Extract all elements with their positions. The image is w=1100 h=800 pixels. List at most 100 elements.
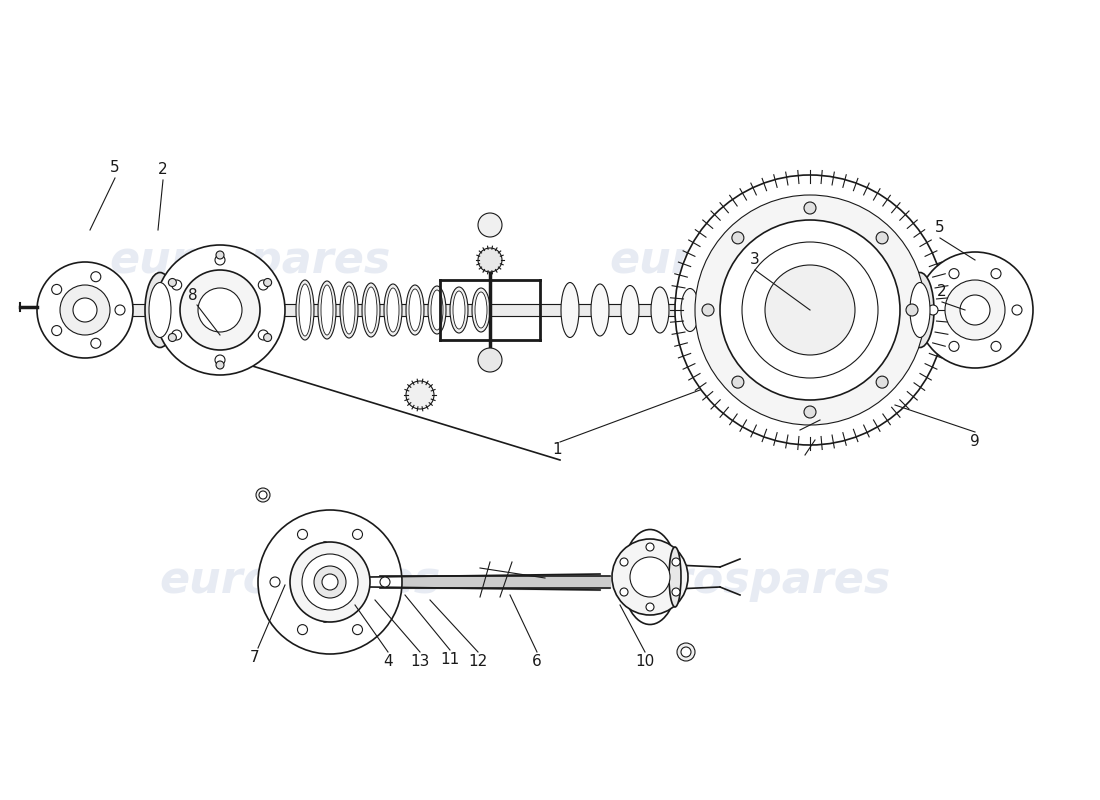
Text: 12: 12 [469, 654, 487, 670]
Circle shape [804, 202, 816, 214]
Circle shape [172, 330, 182, 340]
Text: 6: 6 [532, 654, 542, 670]
Circle shape [264, 334, 272, 342]
Ellipse shape [340, 282, 358, 338]
Circle shape [258, 330, 268, 340]
Ellipse shape [387, 288, 399, 332]
Circle shape [216, 251, 224, 259]
Circle shape [630, 557, 670, 597]
Circle shape [116, 305, 125, 315]
Text: 8: 8 [188, 287, 198, 302]
Text: 5: 5 [110, 161, 120, 175]
Circle shape [1012, 305, 1022, 315]
Circle shape [91, 272, 101, 282]
Circle shape [290, 542, 370, 622]
Circle shape [620, 588, 628, 596]
Text: 3: 3 [750, 253, 760, 267]
Ellipse shape [910, 282, 930, 338]
Circle shape [155, 245, 285, 375]
Circle shape [297, 625, 308, 634]
Ellipse shape [318, 281, 336, 339]
Text: 1: 1 [552, 442, 562, 458]
Circle shape [676, 643, 695, 661]
Ellipse shape [365, 287, 377, 333]
Ellipse shape [669, 547, 681, 607]
Circle shape [646, 543, 654, 551]
Circle shape [258, 510, 402, 654]
Circle shape [60, 285, 110, 335]
Circle shape [91, 338, 101, 348]
Ellipse shape [145, 273, 175, 347]
Circle shape [73, 298, 97, 322]
Ellipse shape [306, 539, 324, 625]
Text: 5: 5 [935, 221, 945, 235]
Circle shape [681, 647, 691, 657]
Circle shape [732, 232, 744, 244]
Circle shape [258, 491, 267, 499]
Text: 2: 2 [158, 162, 168, 178]
Circle shape [180, 270, 260, 350]
Circle shape [198, 288, 242, 332]
Ellipse shape [472, 288, 490, 332]
Circle shape [478, 248, 502, 272]
Circle shape [314, 566, 346, 598]
Circle shape [675, 175, 945, 445]
Text: 11: 11 [440, 653, 460, 667]
Ellipse shape [561, 282, 579, 338]
Circle shape [949, 269, 959, 278]
Circle shape [216, 361, 224, 369]
Text: 10: 10 [636, 654, 654, 670]
Circle shape [702, 304, 714, 316]
Circle shape [906, 304, 918, 316]
Circle shape [352, 530, 363, 539]
Circle shape [406, 381, 434, 409]
Text: eurospares: eurospares [609, 558, 891, 602]
Circle shape [297, 530, 308, 539]
Text: 7: 7 [250, 650, 260, 665]
Text: eurospares: eurospares [160, 558, 441, 602]
Ellipse shape [296, 280, 314, 340]
Circle shape [322, 574, 338, 590]
Ellipse shape [315, 542, 336, 622]
Ellipse shape [681, 289, 698, 331]
Text: 13: 13 [410, 654, 430, 670]
Circle shape [620, 558, 628, 566]
Circle shape [214, 355, 225, 365]
Circle shape [256, 488, 270, 502]
Circle shape [646, 603, 654, 611]
Text: 4: 4 [383, 654, 393, 670]
Circle shape [672, 558, 680, 566]
Ellipse shape [453, 291, 465, 329]
Ellipse shape [906, 273, 934, 347]
Circle shape [928, 305, 938, 315]
Circle shape [804, 406, 816, 418]
Ellipse shape [362, 283, 380, 337]
Ellipse shape [428, 286, 446, 334]
Text: eurospares: eurospares [609, 238, 891, 282]
Text: 9: 9 [970, 434, 980, 450]
Ellipse shape [299, 284, 311, 336]
Circle shape [742, 242, 878, 378]
Ellipse shape [651, 287, 669, 333]
Circle shape [52, 285, 62, 294]
Circle shape [478, 348, 502, 372]
Circle shape [168, 278, 176, 286]
Ellipse shape [591, 284, 609, 336]
Circle shape [945, 280, 1005, 340]
Circle shape [264, 278, 272, 286]
Ellipse shape [406, 285, 424, 335]
Ellipse shape [321, 285, 333, 335]
Ellipse shape [475, 292, 487, 328]
Circle shape [379, 577, 390, 587]
Ellipse shape [409, 289, 421, 331]
Ellipse shape [343, 286, 355, 334]
Circle shape [960, 295, 990, 325]
Circle shape [917, 252, 1033, 368]
Circle shape [991, 342, 1001, 351]
Ellipse shape [623, 530, 678, 625]
Ellipse shape [450, 287, 468, 333]
Ellipse shape [384, 284, 402, 336]
Circle shape [214, 255, 225, 265]
Circle shape [612, 539, 688, 615]
Ellipse shape [621, 286, 639, 334]
